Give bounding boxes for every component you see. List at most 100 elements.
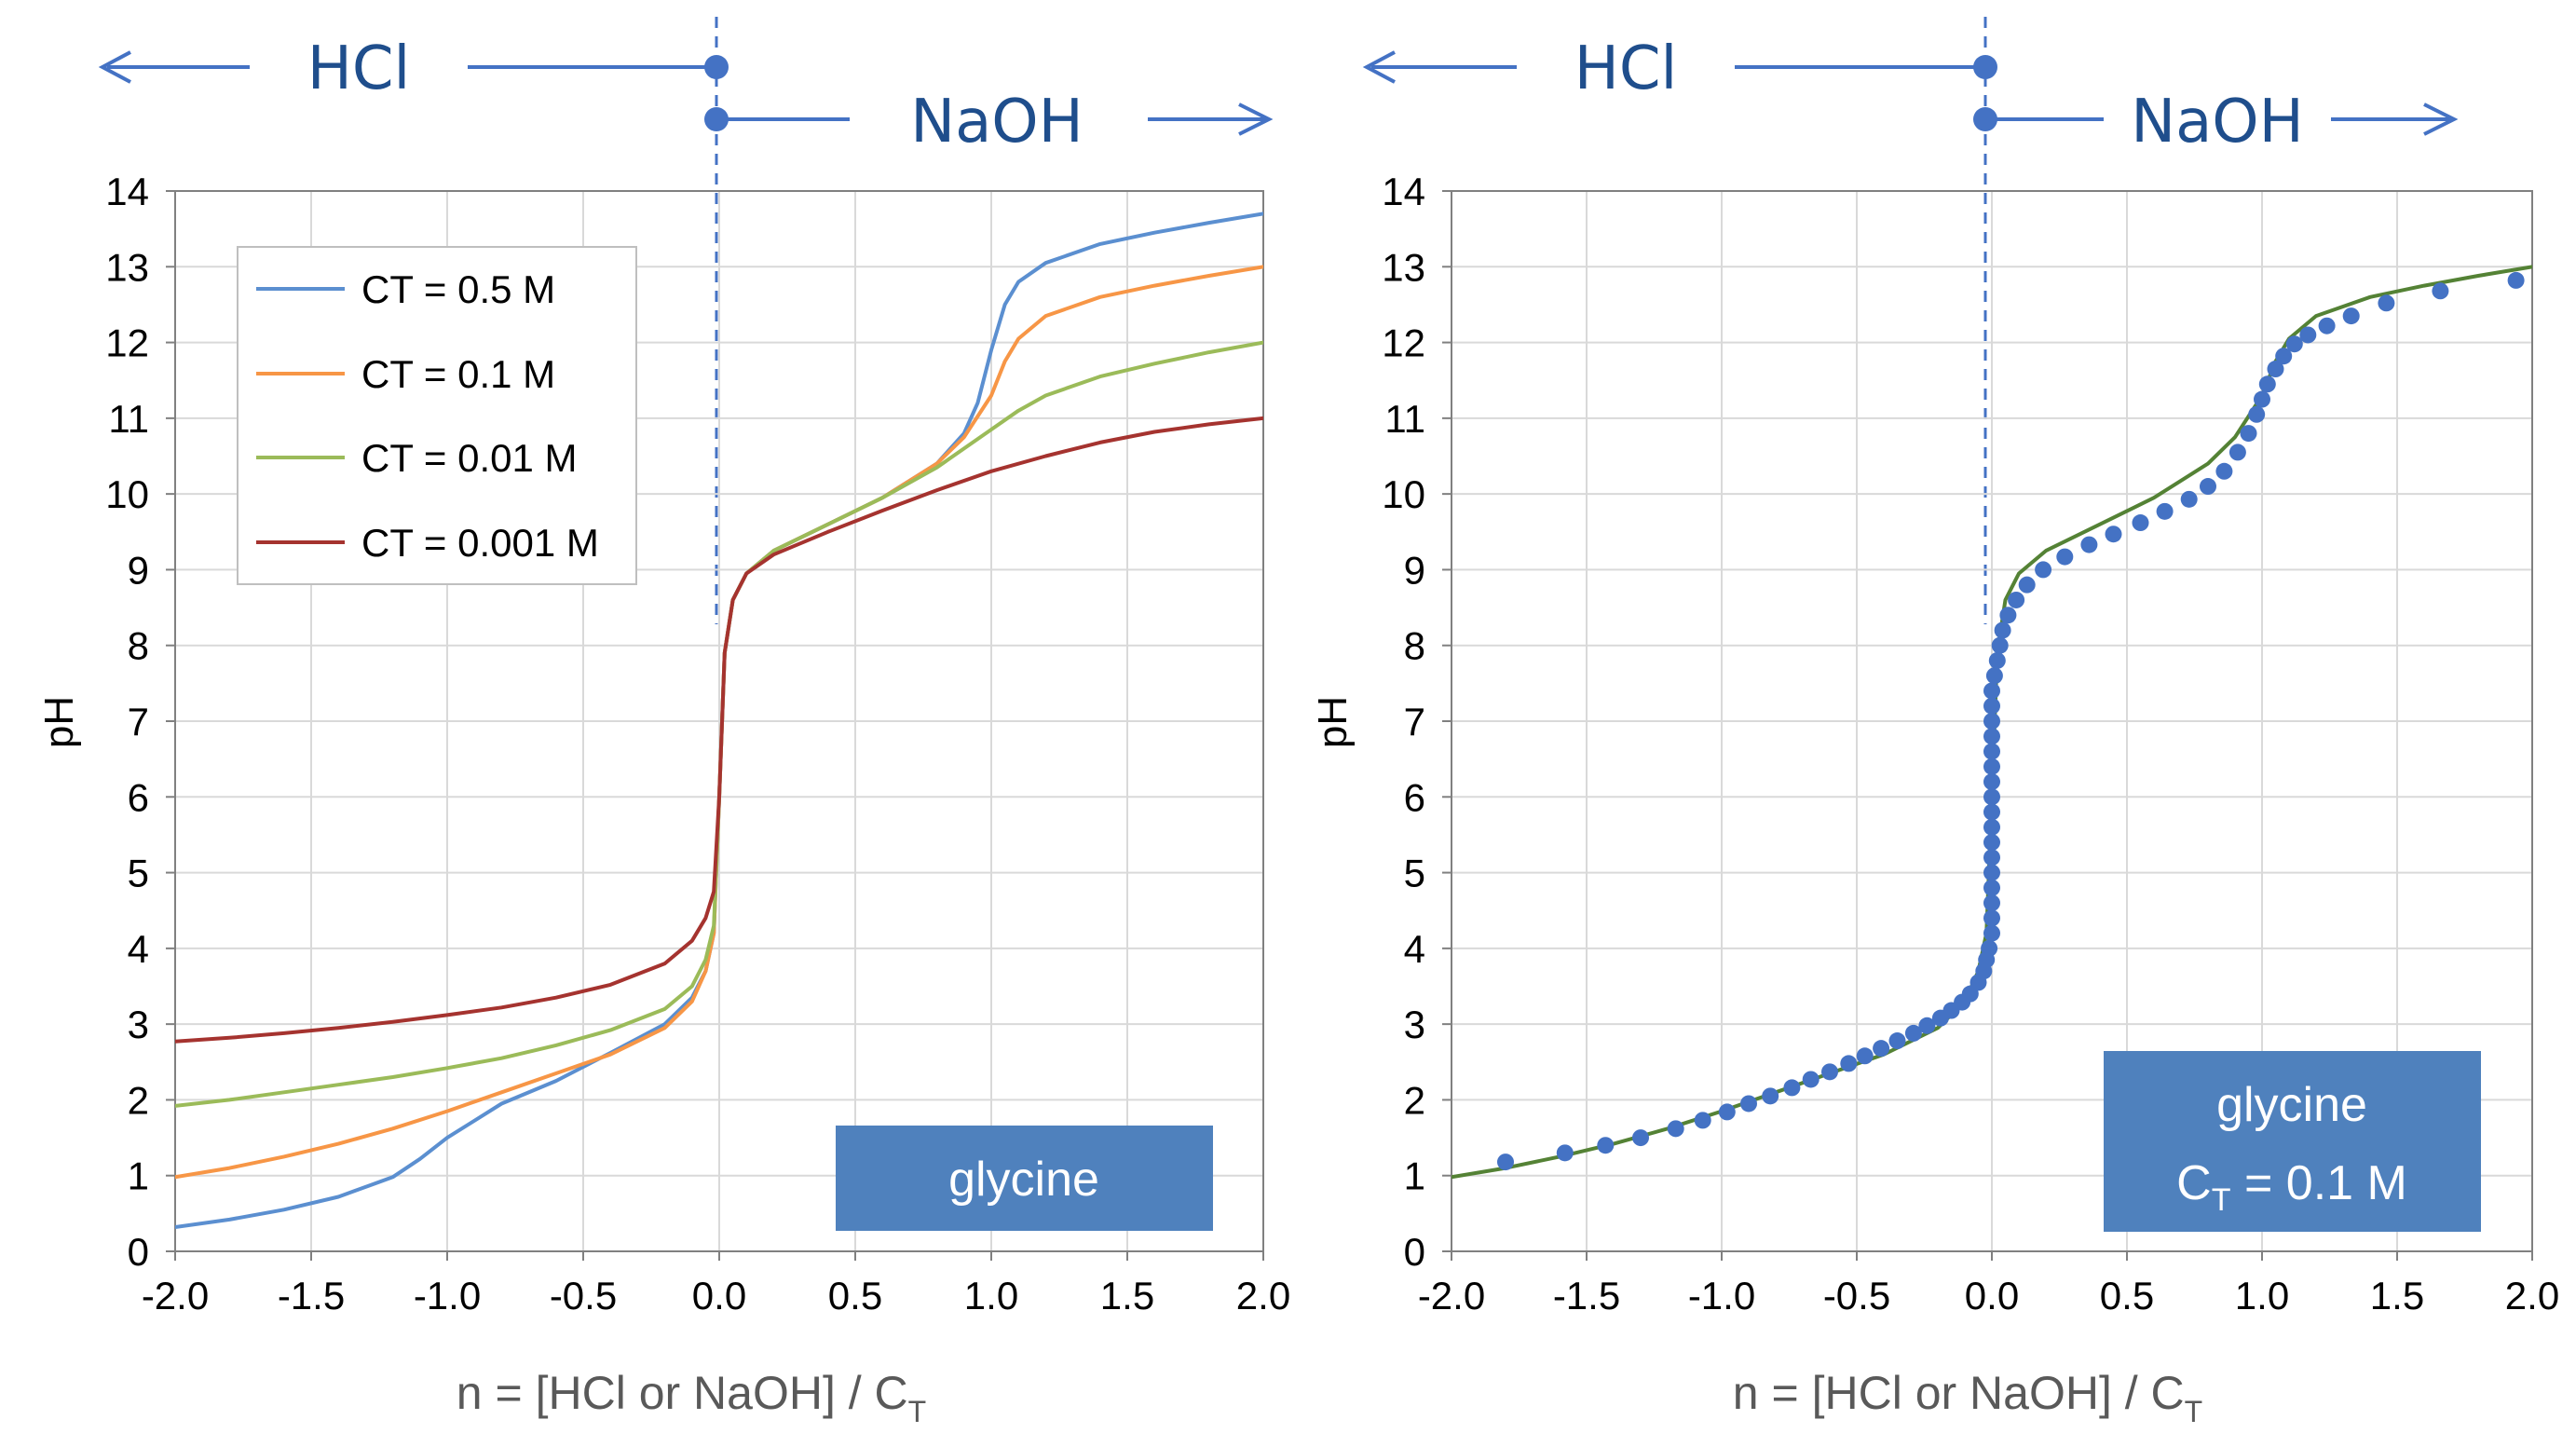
data-point bbox=[1740, 1095, 1757, 1113]
ct-symbol: C bbox=[2176, 1156, 2212, 1210]
data-point bbox=[2180, 490, 2198, 508]
data-point bbox=[2342, 307, 2360, 325]
right-series bbox=[1452, 265, 2532, 1180]
data-point bbox=[2275, 348, 2293, 365]
data-point bbox=[2105, 526, 2122, 543]
left-ytick-label: 8 bbox=[128, 624, 149, 668]
left-ytick-label: 2 bbox=[128, 1078, 149, 1122]
ct-value: = 0.1 M bbox=[2231, 1156, 2407, 1210]
data-point bbox=[2432, 282, 2449, 300]
data-point bbox=[2318, 317, 2336, 334]
right-xtick-label: 0.5 bbox=[2100, 1274, 2154, 1317]
data-point bbox=[2018, 576, 2036, 594]
left-ytick-label: 9 bbox=[128, 548, 149, 592]
right-ytick-label: 13 bbox=[1382, 245, 1425, 289]
data-point bbox=[1667, 1120, 1684, 1138]
data-point bbox=[1888, 1032, 1906, 1050]
hcl-arrowhead-icon-right bbox=[1362, 50, 1396, 84]
naoh-arrowhead-icon bbox=[1238, 102, 1274, 136]
data-point bbox=[2267, 361, 2284, 378]
right-ytick-label: 4 bbox=[1404, 927, 1425, 971]
left-ytick-label: 5 bbox=[128, 852, 149, 895]
right-ytick-label: 8 bbox=[1404, 624, 1425, 668]
data-point bbox=[1983, 849, 2000, 867]
right-ytick-label: 12 bbox=[1382, 321, 1425, 365]
right-ytick-label: 7 bbox=[1404, 700, 1425, 744]
data-point bbox=[1762, 1087, 1779, 1105]
left-x-ticks: -2.0 -1.5 -1.0 -0.5 0.0 0.5 1.0 1.5 2.0 bbox=[142, 1274, 1290, 1317]
data-point bbox=[1694, 1112, 1711, 1129]
hcl-label-right: HCl bbox=[1574, 34, 1678, 103]
data-point bbox=[1983, 758, 2000, 775]
data-point bbox=[2132, 514, 2149, 532]
data-point bbox=[1983, 773, 2000, 791]
data-point bbox=[1597, 1137, 1615, 1154]
data-point bbox=[1983, 697, 2000, 715]
data-point bbox=[2056, 548, 2074, 566]
data-point bbox=[1985, 667, 2003, 685]
right-xtick-label: 1.0 bbox=[2235, 1274, 2289, 1317]
data-point bbox=[1983, 818, 2000, 836]
data-point bbox=[2035, 561, 2052, 579]
legend-label-1: CT = 0.1 M bbox=[361, 352, 555, 396]
right-ytick-label: 10 bbox=[1382, 472, 1425, 516]
left-ytick-label: 10 bbox=[105, 472, 149, 516]
data-point bbox=[1856, 1047, 1874, 1065]
hcl-label: HCl bbox=[307, 34, 411, 103]
left-ytick-label: 6 bbox=[128, 775, 149, 819]
left-xtick-label: -1.5 bbox=[278, 1274, 345, 1317]
data-point bbox=[1983, 909, 2000, 927]
right-xtick-label: 0.0 bbox=[1965, 1274, 2019, 1317]
data-point bbox=[1999, 607, 2017, 624]
data-point bbox=[1718, 1103, 1736, 1121]
data-point bbox=[2258, 375, 2276, 393]
data-point bbox=[1556, 1144, 1574, 1162]
right-ytick-label: 0 bbox=[1404, 1230, 1425, 1274]
left-x-axis-label-main: n = [HCl or NaOH] / C bbox=[457, 1367, 908, 1419]
glycine-ct-box bbox=[2104, 1051, 2481, 1232]
data-point bbox=[1994, 621, 2011, 639]
right-ytick-label: 9 bbox=[1404, 548, 1425, 592]
left-xtick-label: -0.5 bbox=[550, 1274, 617, 1317]
data-point bbox=[2378, 294, 2395, 312]
naoh-dot bbox=[704, 107, 729, 131]
naoh-label: NaOH bbox=[910, 88, 1084, 157]
right-ytick-label: 3 bbox=[1404, 1003, 1425, 1046]
glycine-ct-box-value: CT = 0.1 M bbox=[2176, 1156, 2407, 1218]
data-point bbox=[1783, 1079, 1801, 1097]
left-ytick-label: 1 bbox=[128, 1154, 149, 1198]
right-x-axis-label-sub: T bbox=[2185, 1395, 2203, 1428]
data-point bbox=[2215, 462, 2233, 480]
right-xtick-label: 2.0 bbox=[2505, 1274, 2559, 1317]
left-x-axis-label-sub: T bbox=[908, 1395, 927, 1428]
left-x-axis-label: n = [HCl or NaOH] / CT bbox=[457, 1367, 926, 1428]
right-y-axis-label: pH bbox=[1310, 696, 1356, 748]
left-ytick-label: 11 bbox=[108, 397, 149, 441]
left-xtick-label: -1.0 bbox=[414, 1274, 481, 1317]
data-point bbox=[2240, 425, 2257, 443]
data-point bbox=[1983, 743, 2000, 760]
data-point bbox=[1983, 728, 2000, 745]
left-ytick-label: 14 bbox=[105, 170, 149, 213]
left-ytick-label: 7 bbox=[128, 700, 149, 744]
data-point bbox=[1983, 788, 2000, 806]
glycine-box-label: glycine bbox=[948, 1153, 1099, 1207]
right-ytick-label: 6 bbox=[1404, 775, 1425, 819]
naoh-dot-right bbox=[1973, 107, 1997, 131]
left-series bbox=[175, 212, 1263, 1229]
left-xtick-label: -2.0 bbox=[142, 1274, 209, 1317]
data-point bbox=[1983, 713, 2000, 730]
right-ytick-label: 2 bbox=[1404, 1078, 1425, 1122]
legend-label-0: CT = 0.5 M bbox=[361, 267, 555, 311]
data-point bbox=[2080, 536, 2098, 553]
left-ytick-label: 13 bbox=[105, 245, 149, 289]
ct-subscript: T bbox=[2212, 1182, 2231, 1218]
data-point bbox=[1632, 1129, 1649, 1147]
left-ytick-label: 4 bbox=[128, 927, 149, 971]
right-ytick-label: 11 bbox=[1384, 397, 1425, 441]
naoh-label-right: NaOH bbox=[2131, 88, 2304, 157]
